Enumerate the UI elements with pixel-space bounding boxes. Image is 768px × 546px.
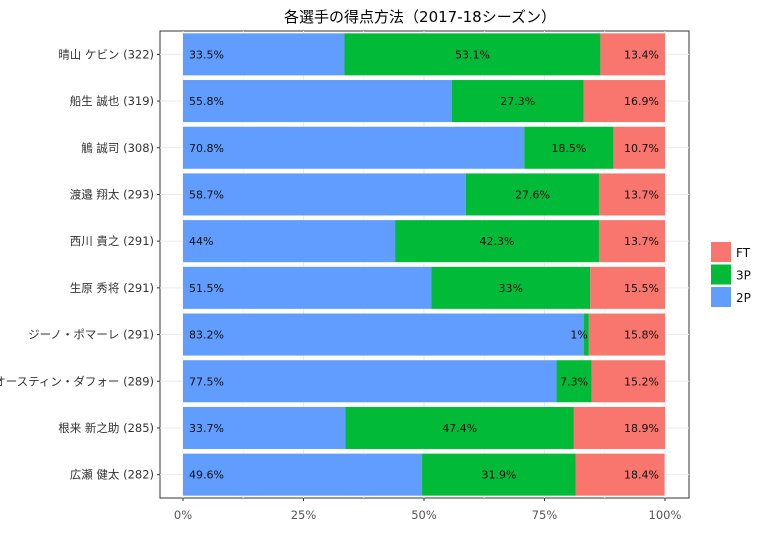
- bar-segment-3p: [451, 80, 584, 123]
- legend-swatch-3p: [711, 264, 731, 285]
- bar-value-label: 18.5%: [551, 142, 586, 155]
- bar-segment-2p: [183, 220, 396, 263]
- y-tick-label: 船生 誠也 (319): [70, 94, 154, 108]
- bar-segment-ft: [575, 453, 665, 496]
- legend-label: 2P: [736, 291, 751, 305]
- bar-segment-2p: [183, 80, 452, 123]
- y-tick-label: 渡邉 翔太 (293): [70, 187, 154, 201]
- bar-value-label: 10.7%: [624, 142, 659, 155]
- bar-segment-2p: [183, 453, 423, 496]
- bar-segment-ft: [591, 360, 665, 403]
- legend-label: FT: [736, 246, 751, 260]
- bar-segment-ft: [573, 406, 665, 449]
- bar-segment-2p: [183, 33, 345, 76]
- bars: 33.5% 53.1% 13.4% 55.8% 27.3% 16.9% 70.8% 18.5%…: [183, 33, 665, 496]
- bar-value-label: 15.8%: [624, 329, 659, 342]
- bar-segment-3p: [344, 33, 601, 76]
- bar-value-label: 51.5%: [189, 282, 224, 295]
- legend-swatch-ft: [711, 242, 731, 262]
- bar-value-label: 33.7%: [189, 422, 224, 435]
- bar-value-label: 53.1%: [455, 48, 490, 61]
- bar-segment-3p: [422, 453, 576, 496]
- y-tick-label: 西川 貴之 (291): [70, 234, 154, 248]
- legend-swatch-2p: [711, 287, 731, 307]
- bar-value-label: 27.3%: [500, 95, 535, 108]
- bar-segment-3p: [431, 266, 591, 309]
- bar-value-label: 44%: [189, 235, 213, 248]
- bar-segment-2p: [183, 126, 525, 169]
- bar-value-label: 77.5%: [189, 375, 224, 388]
- bar-value-label: 83.2%: [189, 329, 224, 342]
- x-tick-label: 0%: [174, 508, 192, 522]
- bar-segment-2p: [183, 406, 346, 449]
- bar-value-label: 31.9%: [481, 469, 516, 482]
- x-tick-label: 100%: [649, 508, 682, 522]
- bar-segment-2p: [183, 313, 585, 356]
- bar-segment-3p: [345, 406, 574, 449]
- y-axis-labels: 晴山 ケビン (322) 船生 誠也 (319) 鵤 誠司 (308) 渡邉 翔太 (…: [0, 47, 160, 482]
- bar-value-label: 15.5%: [624, 282, 659, 295]
- bar-segment-2p: [183, 173, 466, 216]
- x-tick-label: 25%: [291, 508, 317, 522]
- bar-value-label: 47.4%: [442, 422, 477, 435]
- bar-segment-ft: [600, 33, 665, 76]
- bar-value-label: 13.7%: [624, 235, 659, 248]
- bar-value-label: 33.5%: [189, 48, 224, 61]
- bar-value-label: 15.2%: [624, 375, 659, 388]
- bar-value-label: 1%: [570, 329, 587, 342]
- bar-value-label: 42.3%: [480, 235, 515, 248]
- bar-value-label: 70.8%: [189, 142, 224, 155]
- bar-segment-3p: [465, 173, 599, 216]
- chart-title: 各選手の得点方法（2017-18シーズン）: [284, 8, 556, 26]
- bar-segment-ft: [613, 126, 665, 169]
- bar-value-label: 13.4%: [624, 48, 659, 61]
- bar-segment-ft: [590, 266, 665, 309]
- bar-segment-ft: [598, 220, 665, 263]
- bar-value-label: 33%: [499, 282, 523, 295]
- x-tick-label: 75%: [532, 508, 558, 522]
- bar-value-label: 49.6%: [189, 469, 224, 482]
- y-tick-label: 根来 新之助 (285): [58, 421, 154, 435]
- bar-segment-2p: [183, 360, 557, 403]
- y-tick-label: 広瀬 健太 (282): [70, 468, 154, 482]
- bar-value-label: 7.3%: [560, 375, 588, 388]
- bar-segment-2p: [183, 266, 432, 309]
- bar-value-label: 58.7%: [189, 188, 224, 201]
- legend: FT 3P 2P: [711, 242, 751, 307]
- bar-segment-ft: [588, 313, 665, 356]
- y-tick-label: ジーノ・ポマーレ (291): [28, 328, 154, 342]
- bar-segment-ft: [598, 173, 665, 216]
- bar-segment-3p: [524, 126, 614, 169]
- y-tick-label: 鵤 誠司 (308): [81, 141, 154, 155]
- bar-value-label: 13.7%: [624, 188, 659, 201]
- bar-value-label: 55.8%: [189, 95, 224, 108]
- bar-segment-ft: [583, 80, 665, 123]
- bar-value-label: 18.4%: [624, 469, 659, 482]
- y-tick-label: 生原 秀将 (291): [70, 281, 154, 295]
- bar-value-label: 18.9%: [624, 422, 659, 435]
- legend-label: 3P: [736, 269, 751, 283]
- x-tick-label: 50%: [411, 508, 437, 522]
- bar-segment-3p: [395, 220, 599, 263]
- y-tick-label: 晴山 ケビン (322): [58, 47, 154, 61]
- bar-segment-3p: [584, 313, 589, 356]
- bar-value-label: 27.6%: [515, 188, 550, 201]
- bar-value-label: 16.9%: [624, 95, 659, 108]
- y-tick-label: オースティン・ダフォー (289): [0, 374, 154, 388]
- bar-segment-3p: [556, 360, 592, 403]
- x-axis-ticks: 0% 25% 50% 75% 100%: [174, 498, 682, 522]
